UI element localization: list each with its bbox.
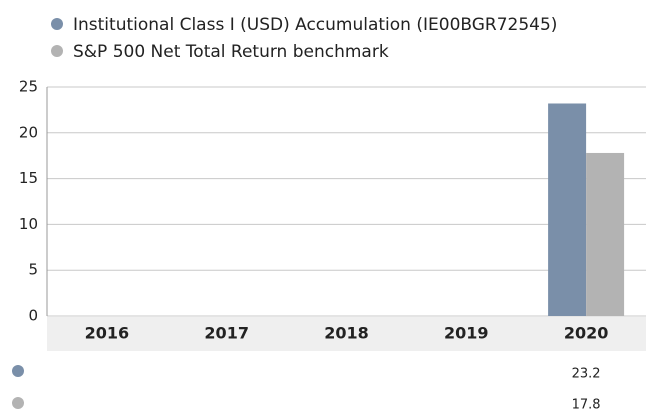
table-value: 23.2 xyxy=(572,367,601,382)
legend-marker xyxy=(51,18,63,30)
x-tick-label: 2020 xyxy=(564,324,609,343)
y-tick-label: 25 xyxy=(19,78,38,96)
legend-label: S&P 500 Net Total Return benchmark xyxy=(73,42,389,62)
y-tick-label: 20 xyxy=(19,123,38,141)
x-tick-label: 2018 xyxy=(324,324,369,343)
y-tick-label: 10 xyxy=(19,215,38,233)
bar xyxy=(548,103,587,316)
x-tick-label: 2019 xyxy=(444,324,489,343)
category-band xyxy=(47,317,646,351)
table-marker xyxy=(12,365,24,377)
bar xyxy=(586,152,625,316)
y-tick-label: 15 xyxy=(19,169,38,187)
legend-label: Institutional Class I (USD) Accumulation… xyxy=(73,15,557,35)
x-tick-label: 2017 xyxy=(204,324,249,343)
y-tick-label: 5 xyxy=(28,261,38,279)
legend-marker xyxy=(51,45,63,57)
y-tick-label: 0 xyxy=(28,307,38,325)
table-marker xyxy=(12,397,24,409)
x-tick-label: 2016 xyxy=(85,324,130,343)
table-value: 17.8 xyxy=(572,398,601,409)
